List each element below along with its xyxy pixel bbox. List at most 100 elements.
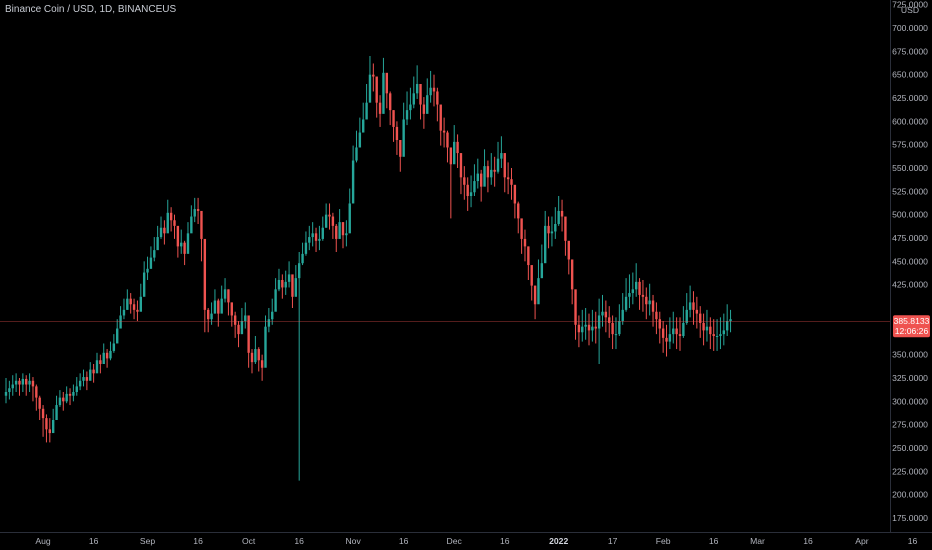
candle-body[interactable] <box>324 214 328 228</box>
candle-body[interactable] <box>661 328 665 338</box>
candle-body[interactable] <box>577 324 581 333</box>
candle-body[interactable] <box>51 420 55 434</box>
candle-body[interactable] <box>95 360 99 374</box>
candle-body[interactable] <box>318 238 321 241</box>
candle-body[interactable] <box>641 294 645 297</box>
candle-body[interactable] <box>260 360 264 368</box>
candle-body[interactable] <box>190 216 193 234</box>
candle-body[interactable] <box>294 278 298 297</box>
candle-body[interactable] <box>321 227 324 239</box>
candle-body[interactable] <box>429 87 432 96</box>
candle-body[interactable] <box>628 293 631 297</box>
candle-body[interactable] <box>284 281 287 288</box>
candle-body[interactable] <box>469 192 473 196</box>
candle-body[interactable] <box>35 386 38 398</box>
candle-body[interactable] <box>705 326 709 331</box>
candle-body[interactable] <box>362 119 365 133</box>
candle-body[interactable] <box>459 153 463 178</box>
candle-body[interactable] <box>409 104 412 111</box>
candle-body[interactable] <box>55 405 58 420</box>
candle-body[interactable] <box>554 224 557 232</box>
candle-body[interactable] <box>621 309 624 322</box>
candle-body[interactable] <box>547 225 550 234</box>
candle-body[interactable] <box>453 141 456 165</box>
candle-body[interactable] <box>102 352 105 364</box>
candle-body[interactable] <box>638 281 641 295</box>
candle-body[interactable] <box>672 328 675 335</box>
candle-body[interactable] <box>456 141 459 154</box>
candle-body[interactable] <box>348 203 351 234</box>
candle-body[interactable] <box>709 326 712 335</box>
candle-body[interactable] <box>68 393 72 396</box>
candle-body[interactable] <box>439 104 442 131</box>
candle-body[interactable] <box>506 177 510 180</box>
candle-body[interactable] <box>358 132 362 148</box>
candle-body[interactable] <box>368 74 372 103</box>
candle-body[interactable] <box>540 263 544 279</box>
candle-body[interactable] <box>99 360 102 364</box>
candle-body[interactable] <box>21 378 25 385</box>
candle-body[interactable] <box>308 237 311 243</box>
candle-body[interactable] <box>193 209 196 217</box>
candle-body[interactable] <box>446 132 449 148</box>
candle-body[interactable] <box>570 259 574 290</box>
candle-body[interactable] <box>277 280 281 290</box>
candle-body[interactable] <box>122 309 126 316</box>
candle-body[interactable] <box>75 386 78 392</box>
candle-body[interactable] <box>48 429 52 434</box>
candle-body[interactable] <box>105 352 109 359</box>
candle-body[interactable] <box>230 302 233 316</box>
candle-body[interactable] <box>28 380 31 385</box>
candle-body[interactable] <box>725 321 729 331</box>
candle-body[interactable] <box>601 311 604 316</box>
candle-body[interactable] <box>479 173 483 187</box>
candle-body[interactable] <box>695 309 699 314</box>
candle-body[interactable] <box>331 216 335 226</box>
candle-body[interactable] <box>473 181 476 193</box>
candle-body[interactable] <box>378 102 382 114</box>
candle-body[interactable] <box>560 210 564 217</box>
candle-body[interactable] <box>153 250 156 258</box>
candle-body[interactable] <box>513 184 517 204</box>
candle-body[interactable] <box>463 177 466 185</box>
candle-body[interactable] <box>291 274 294 297</box>
candle-body[interactable] <box>247 315 250 353</box>
candle-body[interactable] <box>365 102 368 120</box>
candle-body[interactable] <box>523 238 527 247</box>
candle-body[interactable] <box>109 350 112 359</box>
candle-body[interactable] <box>422 104 426 114</box>
candle-body[interactable] <box>419 84 422 105</box>
candle-body[interactable] <box>375 76 378 103</box>
candle-body[interactable] <box>645 296 648 305</box>
candle-body[interactable] <box>41 408 45 419</box>
candle-body[interactable] <box>712 334 715 336</box>
candle-body[interactable] <box>328 214 331 217</box>
candle-body[interactable] <box>136 309 139 312</box>
candle-body[interactable] <box>355 147 358 161</box>
candle-body[interactable] <box>618 321 621 335</box>
candle-body[interactable] <box>372 74 375 77</box>
candle-body[interactable] <box>537 278 540 305</box>
candle-body[interactable] <box>146 268 149 273</box>
candle-body[interactable] <box>132 304 136 310</box>
candle-body[interactable] <box>442 130 446 133</box>
candle-body[interactable] <box>210 313 213 320</box>
candle-body[interactable] <box>257 349 260 361</box>
candle-body[interactable] <box>78 380 82 387</box>
candle-body[interactable] <box>166 212 169 234</box>
candle-body[interactable] <box>405 110 409 120</box>
candle-body[interactable] <box>668 334 672 342</box>
candle-body[interactable] <box>4 392 8 396</box>
candle-body[interactable] <box>14 380 18 385</box>
candle-body[interactable] <box>496 158 500 172</box>
candle-body[interactable] <box>89 369 92 381</box>
candle-body[interactable] <box>183 242 186 254</box>
candle-body[interactable] <box>203 238 207 310</box>
candle-body[interactable] <box>237 324 240 335</box>
candle-body[interactable] <box>163 227 166 234</box>
candle-body[interactable] <box>186 233 190 254</box>
candle-body[interactable] <box>729 319 732 322</box>
candle-body[interactable] <box>594 326 597 329</box>
candle-body[interactable] <box>213 300 217 314</box>
